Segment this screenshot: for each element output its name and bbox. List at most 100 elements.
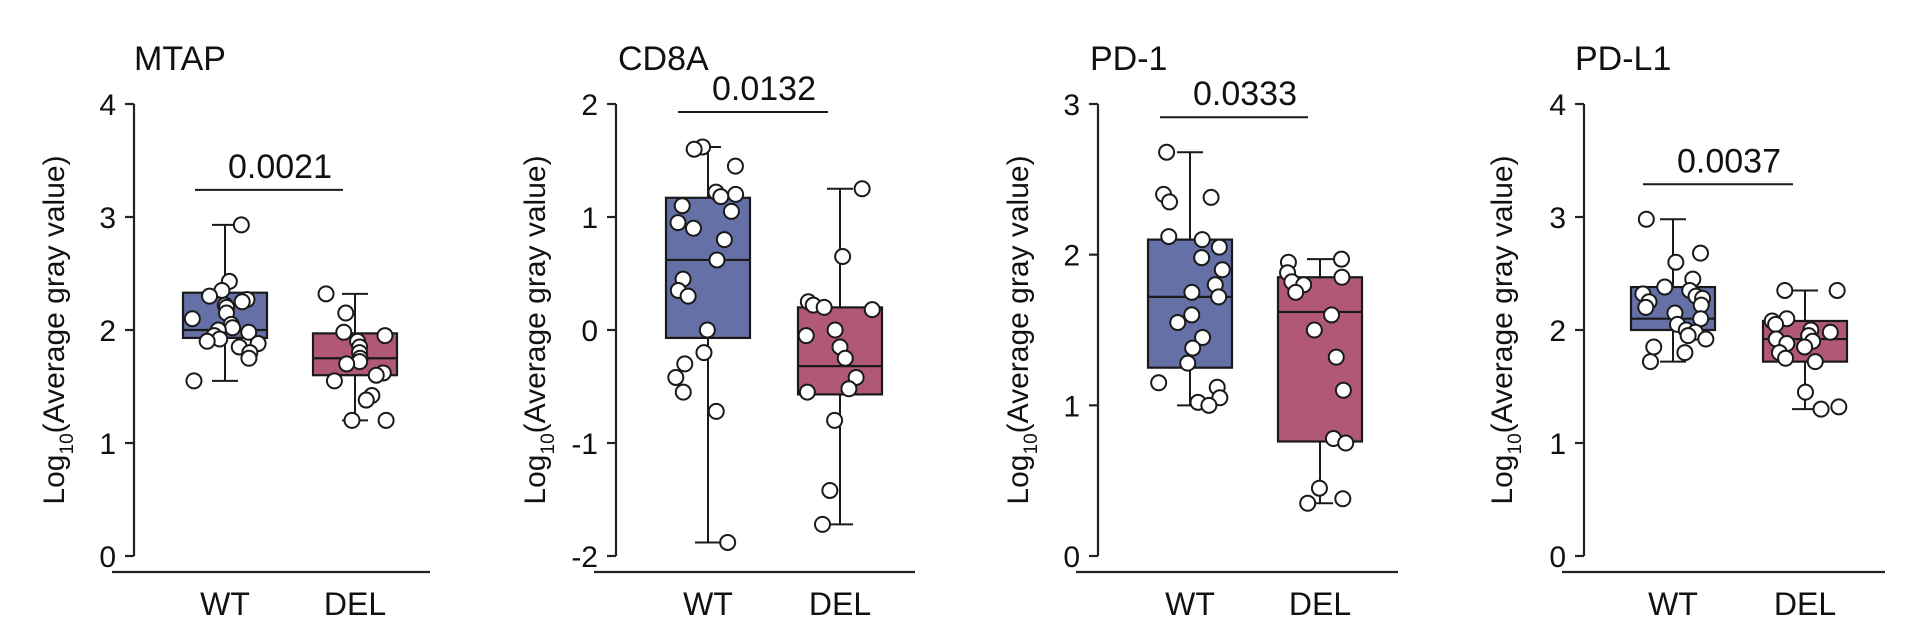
data-point: [1776, 281, 1794, 299]
y-tick-label: 4: [99, 89, 116, 122]
p-value-label: 0.0132: [712, 70, 816, 108]
data-point: [1210, 238, 1228, 256]
y-tick-label: 0: [581, 315, 598, 348]
y-tick-label: 3: [1549, 202, 1566, 235]
data-point: [708, 251, 726, 269]
data-point: [840, 380, 858, 398]
p-value-label: 0.0021: [228, 148, 332, 186]
y-axis-label: Log10(Average gray value): [1002, 155, 1042, 504]
data-point: [1193, 231, 1211, 249]
y-tick-label: 0: [99, 541, 116, 574]
data-point: [357, 391, 375, 409]
chart-panel-pd-1: PD-1 Log10(Average gray value) 0 1 2 3 WT DEL 0.…: [1002, 40, 1398, 621]
y-axis-label: Log10(Average gray value): [1486, 155, 1526, 504]
data-point: [1641, 353, 1659, 371]
data-point: [185, 372, 203, 390]
y-axis-label-log: Log: [38, 455, 71, 505]
data-point: [1305, 321, 1323, 339]
data-point: [317, 285, 335, 303]
data-point: [1679, 327, 1697, 345]
chart-panel-cd8a: CD8A Log10(Average gray value) -2 -1 0 1 2 WT DE…: [519, 40, 915, 621]
data-point: [834, 248, 852, 266]
data-point: [815, 298, 833, 316]
y-axis-label-subscript: 10: [1505, 433, 1526, 454]
data-point: [240, 349, 258, 367]
data-point: [343, 411, 361, 429]
data-point: [1169, 313, 1187, 331]
data-point: [1645, 338, 1663, 356]
data-point: [1161, 193, 1179, 211]
chart-title: PD-L1: [1575, 40, 1671, 78]
x-category-label: WT: [1165, 586, 1215, 621]
data-point: [1821, 323, 1839, 341]
chart-panel-pd-l1: PD-L1 Log10(Average gray value) 0 1 2 3 4 WT DEL…: [1486, 40, 1885, 621]
data-point: [1299, 494, 1317, 512]
data-point: [198, 332, 216, 350]
data-point: [1796, 383, 1814, 401]
x-category-label: WT: [1648, 586, 1698, 621]
data-point: [1332, 250, 1350, 268]
data-point: [376, 327, 394, 345]
data-point: [707, 402, 725, 420]
y-axis-label-subscript: 10: [1021, 433, 1042, 454]
data-point: [201, 287, 219, 305]
data-point: [1158, 143, 1176, 161]
data-point: [836, 349, 854, 367]
data-point: [719, 533, 737, 551]
box-iqr: [1276, 276, 1364, 443]
box-group-wt: [1146, 143, 1234, 414]
data-point: [1637, 298, 1655, 316]
x-category-label: DEL: [324, 586, 386, 621]
data-point: [1310, 479, 1328, 497]
data-point: [797, 327, 815, 345]
data-point: [1210, 288, 1228, 306]
data-point: [1337, 434, 1355, 452]
data-point: [715, 231, 733, 249]
data-point: [826, 321, 844, 339]
y-tick-label: 2: [581, 89, 598, 122]
data-point: [726, 157, 744, 175]
data-point: [674, 383, 692, 401]
box-group-del: [796, 180, 884, 533]
y-tick-label: 3: [99, 202, 116, 235]
data-point: [338, 355, 356, 373]
data-point: [814, 515, 832, 533]
data-point: [224, 319, 242, 337]
data-point: [1637, 210, 1655, 228]
data-point: [685, 140, 703, 158]
y-tick-label: 3: [1063, 89, 1080, 122]
y-tick-label: 0: [1063, 541, 1080, 574]
y-axis-label: Log10(Average gray value): [38, 155, 78, 504]
y-axis-label: Log10(Average gray value): [519, 155, 559, 504]
y-tick-label: 2: [99, 315, 116, 348]
data-point: [1767, 315, 1785, 333]
data-point: [1194, 329, 1212, 347]
data-point: [1334, 381, 1352, 399]
data-point: [698, 321, 716, 339]
box-group-del: [1761, 281, 1849, 418]
chart-title: MTAP: [134, 40, 226, 78]
data-point: [667, 368, 685, 386]
data-point: [232, 216, 250, 234]
y-tick-label: 4: [1549, 89, 1566, 122]
data-point: [727, 185, 745, 203]
data-point: [826, 411, 844, 429]
data-point: [325, 372, 343, 390]
y-axis-label-rest: (Average gray value): [1002, 155, 1035, 433]
y-axis-label-log: Log: [519, 455, 552, 505]
data-point: [1656, 278, 1674, 296]
data-point: [1676, 344, 1694, 362]
data-point: [337, 304, 355, 322]
data-point: [695, 344, 713, 362]
data-point: [1691, 244, 1709, 262]
data-point: [676, 355, 694, 373]
y-tick-label: 1: [581, 202, 598, 235]
chart-title: CD8A: [618, 40, 709, 78]
data-point: [722, 202, 740, 220]
y-axis-label-log: Log: [1002, 455, 1035, 505]
box-group-del: [311, 285, 399, 429]
data-point: [240, 323, 258, 341]
data-point: [1777, 349, 1795, 367]
y-tick-label: 2: [1549, 315, 1566, 348]
data-point: [669, 214, 687, 232]
